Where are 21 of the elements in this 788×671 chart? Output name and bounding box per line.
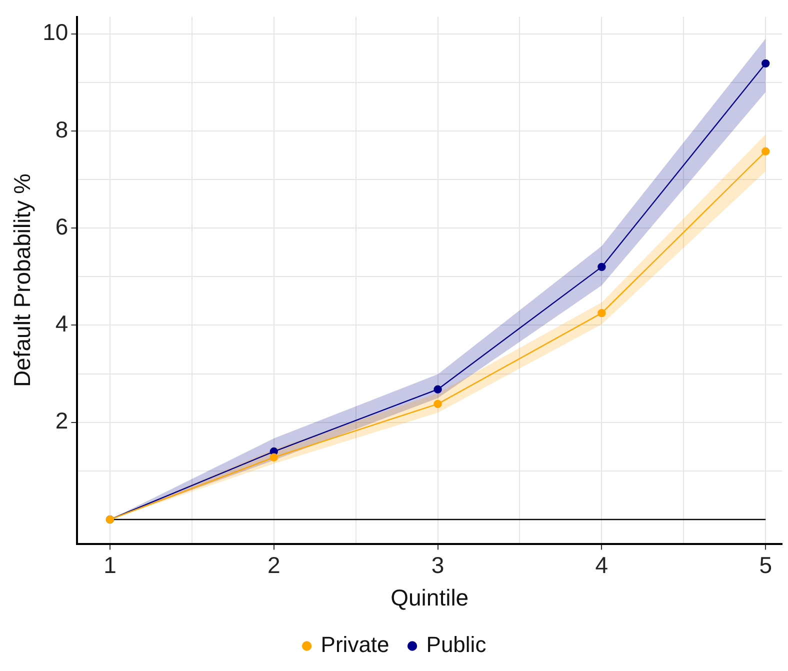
x-axis-title: Quintile	[390, 584, 469, 611]
x-tick-label: 3	[431, 552, 444, 578]
legend-label: Private	[320, 632, 390, 658]
point	[434, 385, 442, 394]
y-tick-label: 8	[55, 116, 68, 142]
x-tick-label: 4	[595, 552, 608, 578]
y-tick-label: 4	[55, 310, 68, 337]
point	[598, 308, 606, 318]
point	[762, 147, 770, 156]
y-tick-label: 10	[42, 19, 68, 46]
y-axis-title: Default Probability %	[9, 174, 36, 388]
point	[762, 59, 770, 68]
x-tick-label: 2	[267, 552, 280, 578]
y-tick-label: 6	[55, 213, 68, 240]
legend-label: Public	[426, 632, 486, 658]
point	[598, 262, 606, 272]
point	[434, 400, 442, 408]
x-tick-label: 5	[759, 552, 772, 578]
point	[270, 453, 278, 462]
x-tick-label: 1	[104, 552, 116, 578]
y-tick-label: 2	[55, 408, 68, 434]
